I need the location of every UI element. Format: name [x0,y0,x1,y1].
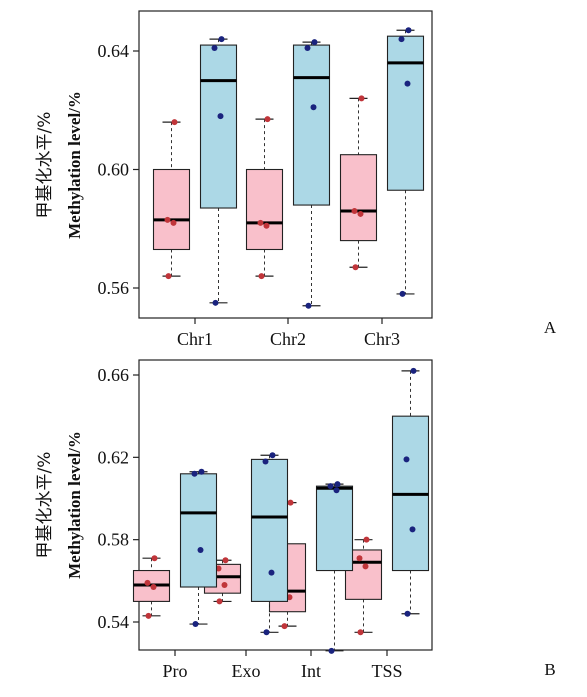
panel-b-data-point [191,470,198,477]
panel-a-data-point [264,116,271,123]
panel-a-data-point [399,290,406,297]
panel-a-box [386,35,425,191]
panel-b-data-point [409,526,416,533]
panel-b-data-point [334,481,341,488]
panel-b-data-point [357,629,364,636]
panel-b-data-point [216,598,223,605]
panel-a-data-point [218,36,225,43]
panel-b-data-point [281,623,288,630]
panel-a-data-point [258,273,265,280]
panel-a-data-point [170,219,177,226]
panel-b-data-point [263,629,270,636]
panel-a-ytick-label: 0.64 [98,41,130,61]
panel-a-ylabel-en: Methylation level/% [65,91,84,239]
panel-b-ytick-label: 0.62 [98,447,130,467]
panel-b-data-point [404,610,411,617]
panel-b-box [179,473,218,588]
panel-a-data-point [217,113,224,120]
panel-a-data-point [310,104,317,111]
panel-a-box [292,44,331,206]
panel-a-data-point [398,36,405,43]
panel-b-data-point [150,584,157,591]
panel-b-data-point [144,579,151,586]
panel-b-box [315,485,354,572]
panel-a: 甲基化水平/% Methylation level/% A 0.560.600.… [35,10,557,349]
panel-a-data-point [358,95,365,102]
panel-b-data-point [287,499,294,506]
panel-b-xtick-label: TSS [371,661,402,681]
panel-a-data-point [164,216,171,223]
panel-a-box [152,168,191,251]
panel-a-data-point [405,27,412,34]
panel-a-box [199,44,238,209]
panel-b-xtick-label: Pro [162,661,187,681]
panel-b-ylabel-cn: 甲基化水平/% [35,452,55,559]
panel-b-data-point [192,621,199,628]
panel-a-box [245,168,284,251]
panel-a-data-point [165,273,172,280]
panel-a-data-point [352,264,359,271]
panel-a-data-point [263,222,270,229]
panel-b-data-point [198,468,205,475]
panel-a-ytick-label: 0.60 [98,160,130,180]
panel-a-data-point [404,80,411,87]
panel-a-plot: 0.56 0.60 0.64 Chr1 Chr2 Chr3 [98,27,425,349]
panel-a-data-point [212,299,219,306]
panel-b-xtick-label: Int [301,661,321,681]
panel-b-data-point [197,546,204,553]
panel-b-data-point [145,612,152,619]
panel-a-xtick-label: Chr1 [177,329,213,349]
panel-b-data-point [221,581,228,588]
panel-a-data-point [351,207,358,214]
panel-b-data-point [356,555,363,562]
panel-b-ytick-label: 0.54 [98,612,130,632]
panel-b-data-point [269,452,276,459]
panel-a-data-point [311,39,318,46]
panel-b-data-point [327,483,334,490]
panel-a-label: A [544,318,557,337]
panel-a-data-point [357,210,364,217]
panel-b-plot: 0.54 0.58 0.62 0.66 Pro Exo Int TSS [98,365,430,681]
panel-a-data-point [171,119,178,126]
panel-b-ytick-label: 0.66 [98,365,130,385]
panel-a-data-point [305,302,312,309]
panel-a-box [339,154,378,242]
panel-b-data-point [151,555,158,562]
panel-b-frame [138,359,433,651]
panel-b-data-point [363,536,370,543]
panel-a-xtick-label: Chr2 [270,329,306,349]
panel-a-ytick-label: 0.56 [98,278,130,298]
panel-a-data-point [257,219,264,226]
panel-b-ylabel-en: Methylation level/% [65,431,84,579]
panel-b-label: B [544,660,555,679]
panel-b-data-point [362,563,369,570]
panel-b-data-point [410,367,417,374]
panel-b-xtick-label: Exo [232,661,261,681]
panel-b-data-point [328,647,335,654]
panel-b-data-point [403,456,410,463]
panel-b-data-point [262,458,269,465]
panel-b-data-point [222,557,229,564]
panel-a-data-point [211,45,218,52]
panel-a-ylabel-cn: 甲基化水平/% [35,112,55,219]
panel-a-xtick-label: Chr3 [364,329,400,349]
panel-b-ytick-label: 0.58 [98,530,130,550]
panel-a-data-point [304,45,311,52]
panel-b: 甲基化水平/% Methylation level/% B 0.540.580.… [35,359,556,681]
panel-b-data-point [333,487,340,494]
panel-a-frame [138,10,433,319]
panel-b-data-point [268,569,275,576]
panel-b-box [250,458,289,602]
